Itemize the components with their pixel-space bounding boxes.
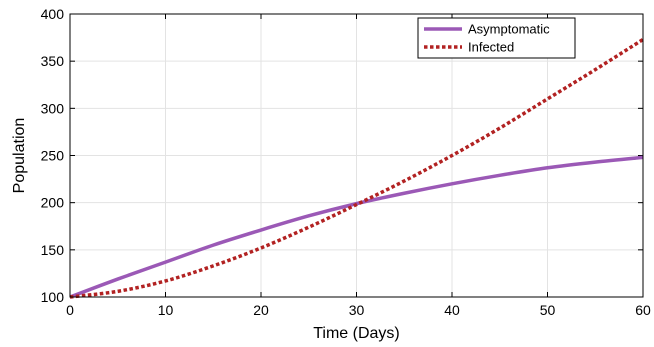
series-line-infected [69, 37, 644, 299]
legend-box [417, 17, 576, 59]
x-axis-label: Time (Days) [313, 325, 400, 342]
y-tick-label: 350 [41, 53, 65, 69]
y-axis-label: Population [11, 118, 28, 194]
y-axis-ticks: 100 150 200 250 300 350 400 [41, 6, 643, 305]
y-tick-label: 100 [41, 289, 65, 305]
legend: Asymptomatic Infected [417, 17, 576, 59]
y-tick-label: 400 [41, 6, 65, 22]
x-tick-label: 40 [444, 302, 460, 318]
y-tick-label: 200 [41, 195, 65, 211]
x-tick-label: 20 [253, 302, 269, 318]
x-tick-label: 30 [349, 302, 365, 318]
x-tick-label: 60 [635, 302, 651, 318]
plot-frame [69, 13, 644, 298]
x-tick-label: 50 [540, 302, 556, 318]
x-axis-ticks: 0 10 20 30 40 50 60 [66, 14, 651, 318]
legend-label-asymptomatic: Asymptomatic [468, 22, 550, 37]
y-tick-label: 300 [41, 100, 65, 116]
y-tick-label: 250 [41, 148, 65, 164]
y-tick-label: 150 [41, 242, 65, 258]
x-tick-label: 0 [66, 302, 74, 318]
plot-series [69, 37, 644, 299]
legend-label-infected: Infected [468, 40, 514, 55]
x-tick-label: 10 [158, 302, 174, 318]
